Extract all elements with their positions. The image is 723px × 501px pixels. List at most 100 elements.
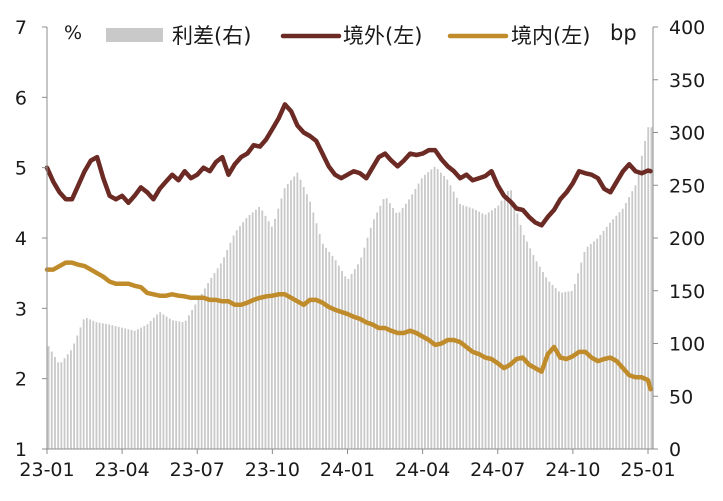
spread-bar [519,224,522,449]
spread-bar [376,212,379,449]
spread-bar [475,210,477,449]
spread-bar [267,221,270,449]
spread-bar [172,320,174,449]
spread-bar [312,212,315,449]
spread-bar [414,189,417,449]
spread-bar [516,213,519,449]
spread-bar [446,179,449,449]
spread-bar [57,362,60,449]
spread-bar [152,317,155,449]
legend-item-spread: 利差(右) [106,24,251,48]
spread-bar [341,270,343,449]
spread-bar [277,208,280,449]
spread-bar [321,243,324,449]
x-tick-label: 23-04 [95,459,150,481]
spread-bar [443,176,445,449]
spread-bar [85,318,88,449]
x-tick-label: 25-01 [620,459,675,481]
spread-bar [580,262,583,449]
spread-bar [101,323,104,449]
spread-bar [146,324,149,449]
spread-bar [532,255,535,449]
spread-bar [255,209,257,449]
spread-bar [350,273,353,449]
spread-bar [210,277,213,449]
spread-bar [538,266,541,449]
spread-bars [47,127,653,450]
spread-bar [385,198,388,449]
x-tick-label: 24-10 [545,459,600,481]
spread-bar [92,320,95,449]
spread-bar [216,268,219,449]
legend-label: 境外(左) [343,24,422,48]
spread-bar [114,326,117,449]
left-tick-label: 3 [15,298,27,320]
x-tick-label: 24-04 [395,459,450,481]
spread-bar [130,330,133,449]
spread-bar [468,207,471,449]
spread-bar [159,312,162,449]
rate-lines [44,102,653,392]
spread-bar [299,179,302,449]
spread-bar [248,215,251,449]
spread-bar [124,328,127,449]
spread-bar [334,260,337,449]
spread-bar [491,210,493,449]
spread-bar [392,207,394,449]
spread-bar [430,169,433,449]
spread-bar [647,127,650,449]
spread-bar [411,194,414,449]
spread-bar [462,205,465,449]
x-tick-label: 24-01 [320,459,375,481]
spread-bar [347,278,350,449]
spread-bar [245,218,248,449]
spread-bar [573,284,576,449]
spread-bar [242,222,245,449]
spread-bar [449,185,452,450]
spread-bar [640,155,643,449]
spread-bar [207,283,209,449]
spread-bar [497,205,500,449]
spread-bar [127,329,130,449]
spread-bar [510,190,512,449]
spread-bar [360,257,363,449]
spread-bar [427,172,430,449]
spread-bar [612,219,615,449]
spread-bar [440,172,442,449]
x-tick-label: 23-10 [245,459,300,481]
spread-bar [551,284,554,449]
spread-bar [149,320,152,449]
spread-bar [178,321,181,449]
spread-bar [624,203,627,449]
spread-bar [121,327,123,449]
spread-bar [417,183,420,449]
spread-bar [306,194,308,449]
spread-bar [239,226,241,449]
spread-bar [140,327,142,449]
spread-bar [117,326,120,449]
spread-bar [577,273,579,449]
spread-bar [369,227,372,449]
spread-bar [194,304,197,449]
left-tick-label: 1 [15,439,27,461]
spread-bar [459,203,461,449]
spread-bar [315,223,318,449]
spread-bar [567,291,570,449]
spread-bar [286,183,289,450]
spread-bar [513,201,516,449]
spread-bar [258,206,260,449]
spread-bar [589,243,592,449]
spread-bar [60,362,63,449]
spread-bar [133,330,136,449]
left-tick-label: 2 [15,369,27,391]
spread-bar [226,250,229,449]
right-tick-label: 350 [669,70,705,92]
right-tick-label: 50 [669,386,693,408]
spread-bar [337,265,340,449]
spread-bar [261,210,264,449]
spread-bar [471,208,474,449]
spread-bar [408,199,410,449]
spread-bar [283,188,286,449]
right-tick-label: 400 [669,17,705,39]
